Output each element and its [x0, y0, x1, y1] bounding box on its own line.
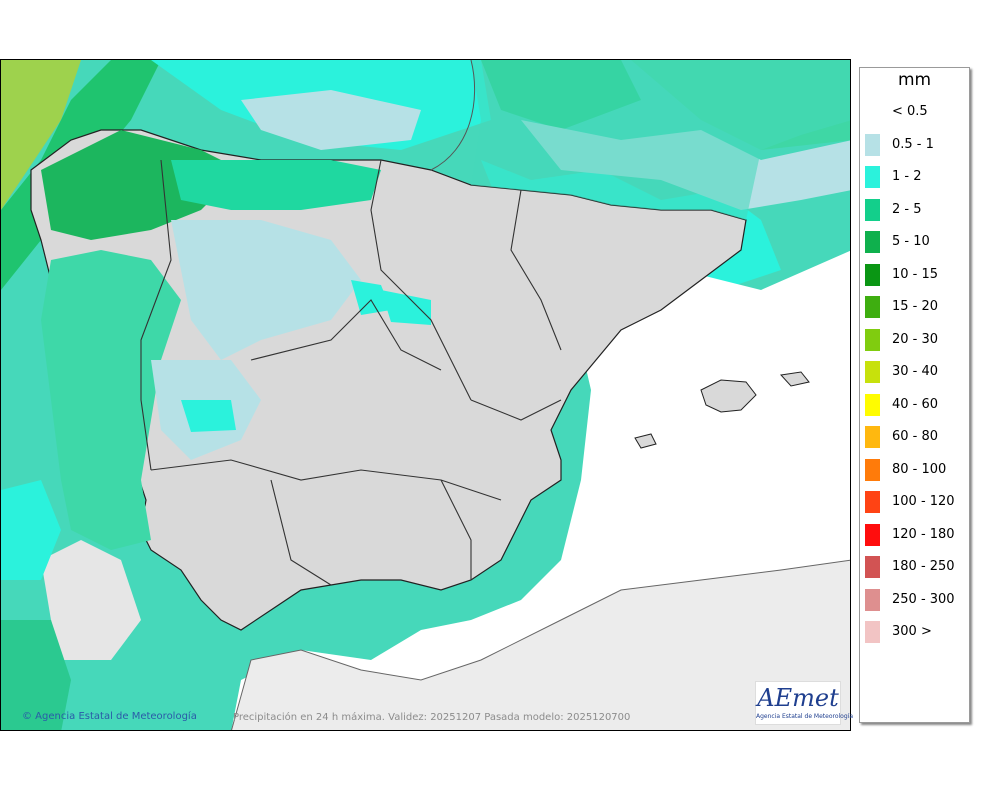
- legend-label: 180 - 250: [892, 559, 955, 574]
- legend-swatch: [865, 556, 880, 578]
- legend-label: 30 - 40: [892, 364, 939, 379]
- ibiza: [634, 433, 657, 449]
- rain-zone-light-cantabric: [241, 90, 421, 150]
- rain-zone-castilla-north: [171, 220, 361, 360]
- legend-swatch: [865, 198, 880, 221]
- legend-swatch: [865, 328, 880, 351]
- legend-item: 2 - 5: [863, 197, 968, 221]
- legend-label: 60 - 80: [892, 429, 939, 444]
- legend-item: 250 - 300: [863, 587, 968, 611]
- legend-label: 1 - 2: [892, 169, 922, 184]
- legend-item: 120 - 180: [863, 522, 968, 546]
- legend-label: 40 - 60: [892, 396, 939, 412]
- legend-swatch: [865, 458, 880, 481]
- dry-zone-atlantic-south: [41, 540, 141, 660]
- legend-label: 100 - 120: [892, 494, 955, 509]
- legend-item: 10 - 15: [863, 262, 968, 286]
- legend-item: 15 - 20: [863, 294, 968, 318]
- region-borders: [140, 159, 562, 586]
- legend-swatch: [865, 588, 880, 611]
- legend-label: 120 - 180: [892, 526, 955, 542]
- rain-zone-southwest-inland: [181, 400, 236, 432]
- legend-item: < 0.5: [863, 99, 968, 123]
- legend-swatch: [865, 621, 880, 643]
- legend-label: 20 - 30: [892, 331, 939, 347]
- legend-item: 300 >: [863, 619, 968, 643]
- legend-unit: mm: [897, 70, 932, 90]
- legend-item: 5 - 10: [863, 229, 968, 253]
- france-area: [471, 60, 850, 220]
- legend-item: 60 - 80: [863, 424, 968, 448]
- legend-swatch: [865, 393, 880, 416]
- mallorca: [700, 379, 757, 413]
- legend-swatch: [865, 491, 880, 513]
- legend-swatch: [865, 296, 880, 318]
- precipitation-legend: mm < 0.5 0.5 - 1 1 - 2 2 - 5 5 - 10 10 - 15 15…: [859, 67, 970, 723]
- legend-swatch: [865, 361, 880, 383]
- logo-text: AEmet: [757, 684, 839, 712]
- logo-subtitle: Agencia Estatal de Meteorología: [756, 713, 853, 720]
- legend-label: 80 - 100: [892, 461, 947, 477]
- menorca: [780, 371, 810, 387]
- legend-item: 180 - 250: [863, 554, 968, 578]
- rain-zone-galicia: [41, 130, 241, 240]
- north-africa: [231, 559, 850, 730]
- legend-label: 0.5 - 1: [892, 136, 934, 152]
- legend-item: 40 - 60: [863, 392, 968, 416]
- legend-label: 2 - 5: [892, 201, 922, 217]
- legend-swatch: [865, 231, 880, 253]
- legend-item: 80 - 100: [863, 457, 968, 481]
- france-coast: [430, 60, 476, 171]
- legend-swatch: [865, 523, 880, 546]
- legend-label: 300 >: [892, 624, 932, 639]
- legend-label: 5 - 10: [892, 234, 930, 249]
- rain-zone-southwest: [1, 620, 71, 730]
- legend-swatch: [865, 166, 880, 188]
- rain-zone-central: [351, 280, 391, 315]
- map-caption: Precipitación en 24 h máxima. Validez: 2…: [233, 712, 631, 723]
- legend-item: 1 - 2: [863, 164, 968, 188]
- legend-label: 15 - 20: [892, 299, 939, 314]
- agency-credit: © Agencia Estatal de Meteorología: [22, 711, 197, 722]
- rain-zone-central-east: [381, 290, 431, 325]
- legend-item: 0.5 - 1: [863, 132, 968, 156]
- legend-swatch: [865, 101, 880, 123]
- legend-swatch: [865, 426, 880, 448]
- aemet-logo: AEmet Agencia Estatal de Meteorología: [755, 681, 853, 725]
- legend-item: 20 - 30: [863, 327, 968, 351]
- legend-item: 100 - 120: [863, 489, 968, 513]
- legend-swatch: [865, 133, 880, 156]
- rain-zone-portugal-coast: [1, 480, 61, 580]
- rain-zone-asturias: [171, 160, 381, 210]
- legend-label: 10 - 15: [892, 266, 939, 282]
- legend-label: < 0.5: [892, 104, 928, 119]
- legend-swatch: [865, 263, 880, 286]
- legend-item: 30 - 40: [863, 359, 968, 383]
- rain-zone-portugal: [41, 250, 181, 550]
- legend-label: 250 - 300: [892, 591, 955, 607]
- rain-zone-20-30: [1, 60, 81, 210]
- precipitation-map: [0, 59, 851, 731]
- map-canvas: [1, 60, 850, 730]
